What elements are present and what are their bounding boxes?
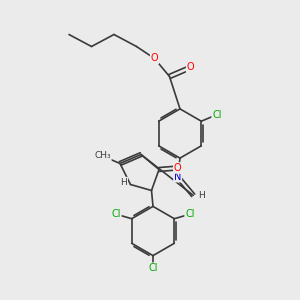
Text: Cl: Cl [185, 209, 195, 219]
Text: Cl: Cl [148, 263, 158, 273]
Text: O: O [151, 53, 158, 64]
Text: Cl: Cl [212, 110, 222, 120]
Text: N: N [174, 172, 181, 182]
Text: O: O [187, 62, 194, 73]
Text: H: H [121, 178, 127, 187]
Text: Cl: Cl [111, 209, 121, 219]
Text: H: H [198, 191, 205, 200]
Text: O: O [174, 163, 182, 173]
Text: CH₃: CH₃ [94, 152, 111, 160]
